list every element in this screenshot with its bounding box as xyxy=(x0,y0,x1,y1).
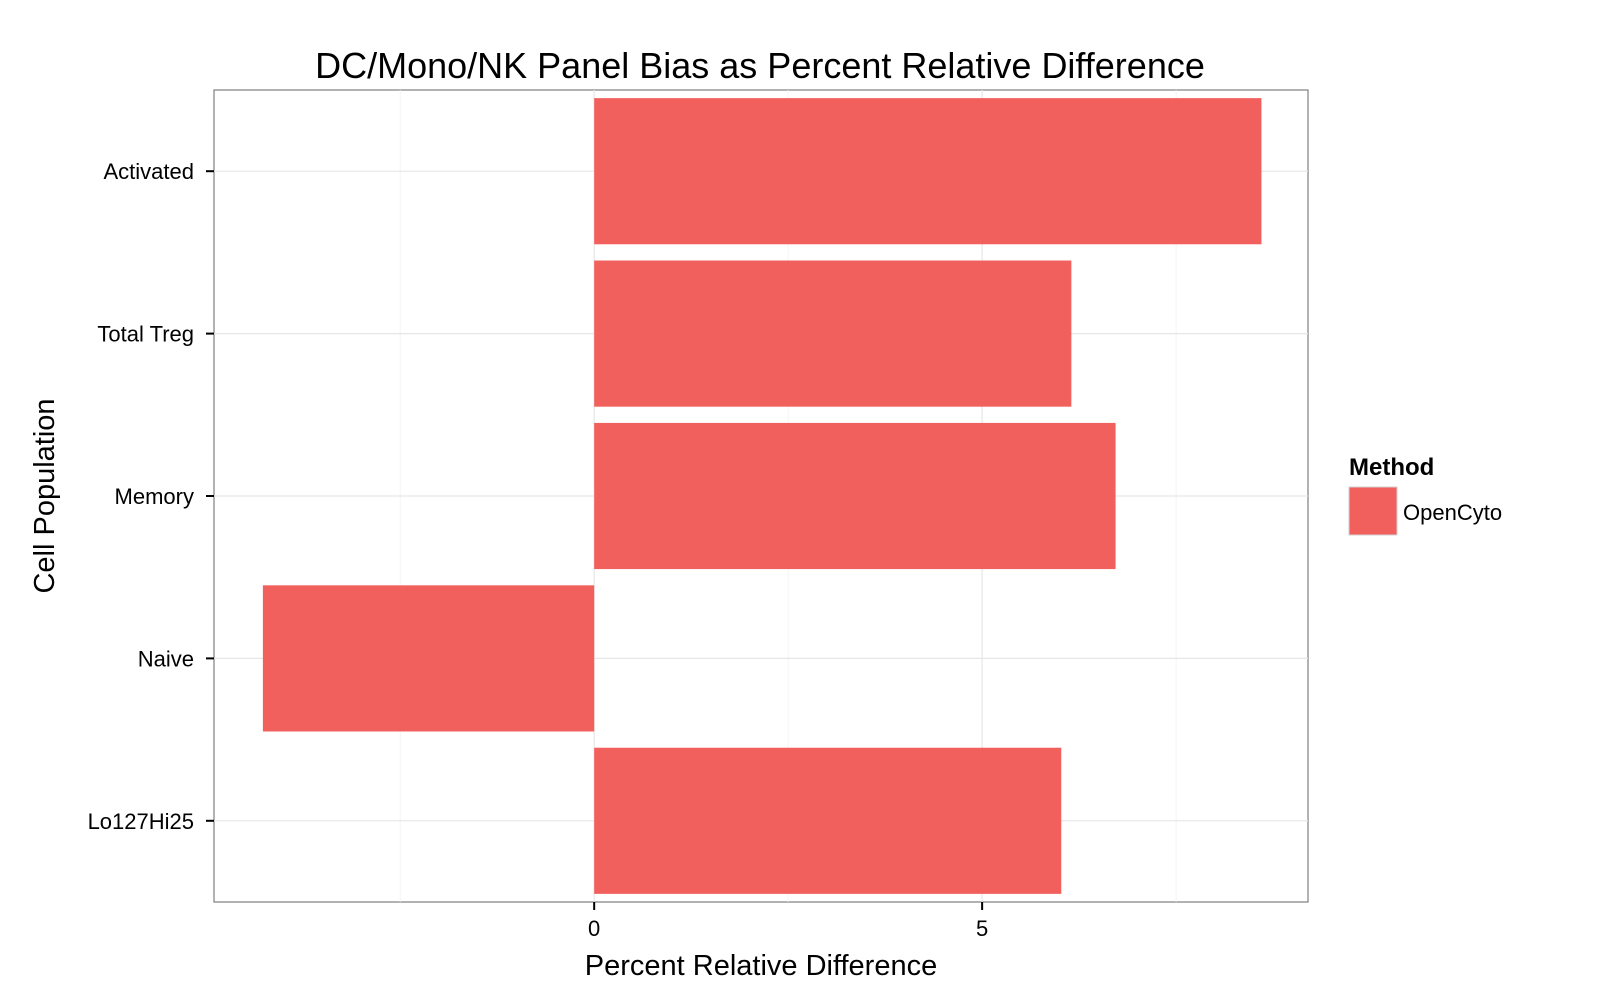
bar-naive xyxy=(262,585,595,732)
x-tick-label: 5 xyxy=(976,916,988,941)
chart-title: DC/Mono/NK Panel Bias as Percent Relativ… xyxy=(315,45,1205,86)
y-tick-label: Activated xyxy=(104,159,195,184)
x-axis-title: Percent Relative Difference xyxy=(585,950,937,982)
legend-swatch-opencyto xyxy=(1348,486,1398,536)
y-tick-label: Memory xyxy=(115,484,194,509)
x-tick-label: 0 xyxy=(588,916,600,941)
bar-total-treg xyxy=(594,260,1072,407)
y-tick-label: Naive xyxy=(138,646,194,671)
legend-label-opencyto: OpenCyto xyxy=(1403,500,1502,525)
bar-lo127hi25 xyxy=(594,747,1062,894)
y-axis-title: Cell Population xyxy=(29,398,61,593)
y-axis: Activated Total Treg Memory Naive Lo127Hi25 xyxy=(88,159,214,834)
bar-memory xyxy=(594,422,1116,570)
bar-activated xyxy=(594,98,1262,245)
legend: Method OpenCyto xyxy=(1348,454,1502,536)
y-tick-label: Lo127Hi25 xyxy=(88,809,194,834)
y-tick-label: Total Treg xyxy=(97,322,194,347)
bars xyxy=(262,98,1262,894)
legend-title: Method xyxy=(1349,454,1434,481)
